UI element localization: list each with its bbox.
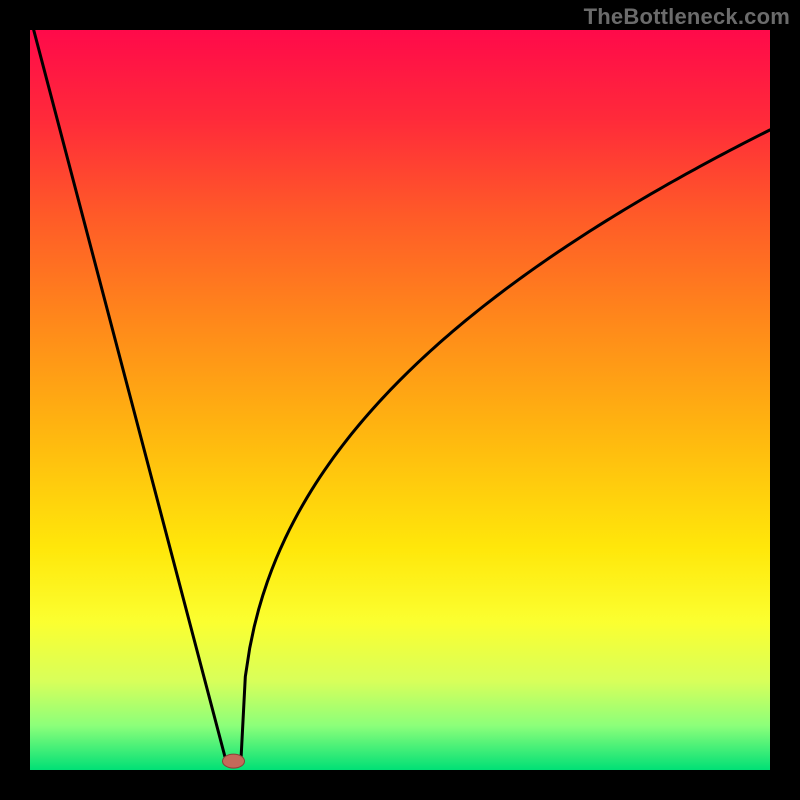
chart-frame: TheBottleneck.com (0, 0, 800, 800)
gradient-chart (30, 30, 770, 770)
watermark-text: TheBottleneck.com (584, 4, 790, 30)
gradient-background (30, 30, 770, 770)
plot-area (30, 30, 770, 770)
minimum-marker (223, 754, 245, 768)
